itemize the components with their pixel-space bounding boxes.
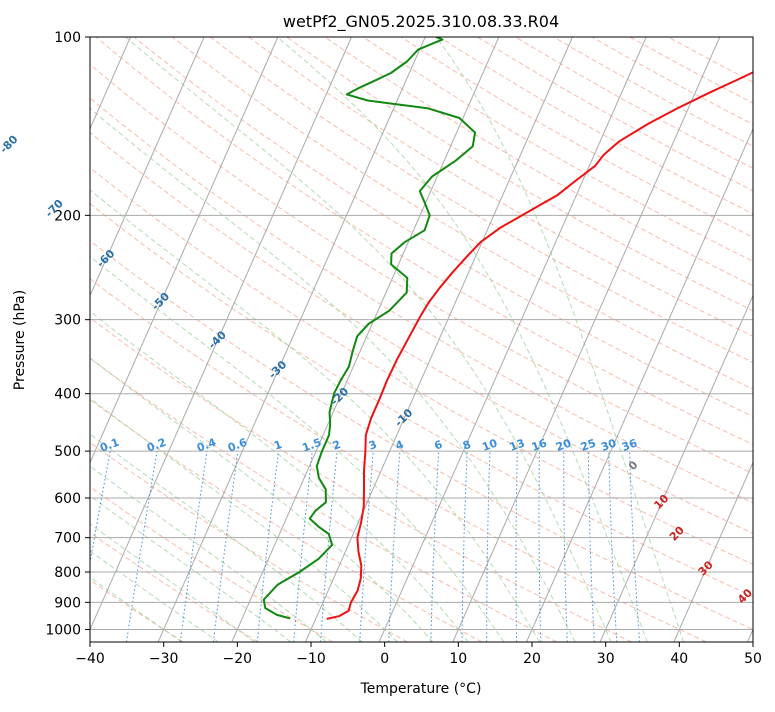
- y-tick-label: 200: [54, 208, 81, 224]
- x-tick-label: −40: [75, 651, 105, 667]
- x-tick-label: 50: [744, 651, 762, 667]
- x-tick-label: 30: [597, 651, 615, 667]
- y-tick-label: 400: [54, 387, 81, 403]
- x-axis-label: Temperature (°C): [360, 681, 482, 697]
- y-tick-label: 300: [54, 313, 81, 329]
- y-tick-label: 600: [54, 491, 81, 507]
- chart-title: wetPf2_GN05.2025.310.08.33.R04: [283, 12, 559, 32]
- y-axis-label: Pressure (hPa): [12, 290, 28, 390]
- y-tick-label: 100: [54, 30, 81, 46]
- y-tick-label: 500: [54, 444, 81, 460]
- x-tick-label: −10: [296, 651, 326, 667]
- y-tick-label: 700: [54, 531, 81, 547]
- x-tick-label: 0: [380, 651, 389, 667]
- y-tick-label: 1000: [45, 622, 81, 638]
- y-tick-label: 800: [54, 565, 81, 581]
- x-tick-label: 10: [449, 651, 467, 667]
- x-tick-label: 40: [670, 651, 688, 667]
- x-tick-label: 20: [523, 651, 541, 667]
- x-tick-label: −20: [223, 651, 253, 667]
- x-tick-label: −30: [149, 651, 179, 667]
- y-tick-label: 900: [54, 595, 81, 611]
